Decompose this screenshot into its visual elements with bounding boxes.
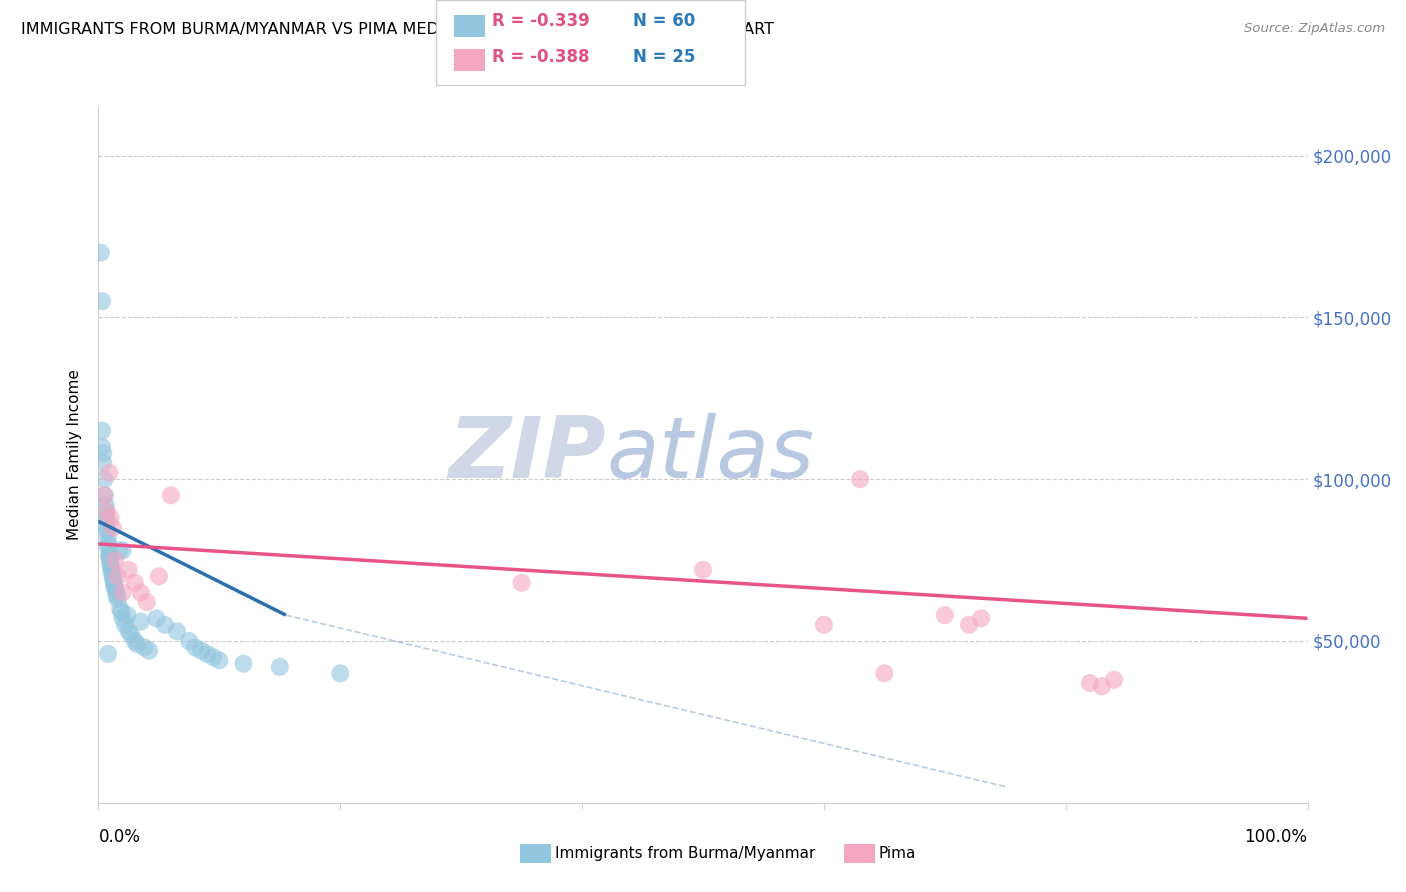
Point — [96, 514, 118, 528]
Point — [957, 617, 980, 632]
Point — [103, 575, 125, 590]
Point — [101, 569, 124, 583]
Point — [153, 617, 176, 632]
Point — [100, 557, 122, 571]
Text: ZIP: ZIP — [449, 413, 606, 497]
Point — [100, 559, 122, 574]
Point — [120, 627, 142, 641]
Point — [129, 615, 152, 629]
Point — [110, 605, 132, 619]
Text: N = 25: N = 25 — [633, 48, 695, 66]
Point — [91, 424, 114, 438]
Point — [108, 543, 131, 558]
Point — [134, 640, 156, 655]
Point — [105, 589, 128, 603]
Point — [124, 634, 146, 648]
Text: 100.0%: 100.0% — [1244, 828, 1308, 846]
Point — [124, 575, 146, 590]
Point — [1102, 673, 1125, 687]
Point — [184, 640, 207, 655]
Point — [91, 446, 114, 460]
Point — [813, 617, 835, 632]
Point — [138, 643, 160, 657]
Point — [179, 634, 201, 648]
Point — [114, 617, 136, 632]
Point — [1078, 676, 1101, 690]
Point — [100, 563, 122, 577]
Point — [91, 456, 114, 470]
Point — [94, 498, 117, 512]
Text: R = -0.388: R = -0.388 — [492, 48, 589, 66]
Point — [329, 666, 352, 681]
Point — [98, 466, 121, 480]
Text: IMMIGRANTS FROM BURMA/MYANMAR VS PIMA MEDIAN FAMILY INCOME CORRELATION CHART: IMMIGRANTS FROM BURMA/MYANMAR VS PIMA ME… — [21, 22, 775, 37]
Point — [190, 643, 212, 657]
Point — [269, 660, 291, 674]
Point — [849, 472, 872, 486]
Text: N = 60: N = 60 — [633, 12, 695, 30]
Point — [94, 504, 117, 518]
Text: Immigrants from Burma/Myanmar: Immigrants from Burma/Myanmar — [555, 847, 815, 861]
Y-axis label: Median Family Income: Median Family Income — [67, 369, 83, 541]
Point — [934, 608, 956, 623]
Point — [98, 549, 121, 564]
Point — [93, 488, 115, 502]
Point — [97, 647, 120, 661]
Point — [93, 472, 115, 486]
Point — [111, 585, 134, 599]
Point — [118, 624, 141, 639]
Point — [108, 601, 131, 615]
Point — [510, 575, 533, 590]
Point — [100, 553, 122, 567]
Point — [232, 657, 254, 671]
Text: R = -0.339: R = -0.339 — [492, 12, 591, 30]
Point — [135, 595, 157, 609]
Point — [94, 511, 117, 525]
Text: atlas: atlas — [606, 413, 814, 497]
Point — [90, 245, 112, 260]
Text: Source: ZipAtlas.com: Source: ZipAtlas.com — [1244, 22, 1385, 36]
Text: 0.0%: 0.0% — [98, 828, 141, 846]
Point — [96, 521, 118, 535]
Point — [103, 579, 125, 593]
Point — [148, 569, 170, 583]
Point — [91, 294, 114, 309]
Point — [101, 573, 124, 587]
Point — [127, 637, 149, 651]
Point — [98, 549, 121, 564]
Point — [111, 543, 134, 558]
Point — [104, 553, 127, 567]
Point — [1091, 679, 1114, 693]
Point — [107, 591, 129, 606]
Point — [96, 524, 118, 538]
Point — [208, 653, 231, 667]
Point — [97, 540, 120, 554]
Point — [91, 440, 114, 454]
Point — [145, 611, 167, 625]
Point — [105, 585, 128, 599]
Point — [195, 647, 218, 661]
Point — [98, 547, 121, 561]
Point — [93, 488, 115, 502]
Point — [873, 666, 896, 681]
Point — [97, 531, 120, 545]
Text: Pima: Pima — [879, 847, 917, 861]
Point — [96, 504, 118, 518]
Point — [160, 488, 183, 502]
Point — [111, 611, 134, 625]
Point — [100, 511, 122, 525]
Point — [202, 650, 225, 665]
Point — [104, 582, 127, 597]
Point — [97, 537, 120, 551]
Point — [129, 585, 152, 599]
Point — [101, 521, 124, 535]
Point — [692, 563, 714, 577]
Point — [166, 624, 188, 639]
Point — [107, 569, 129, 583]
Point — [118, 563, 141, 577]
Point — [117, 608, 139, 623]
Point — [970, 611, 993, 625]
Point — [100, 566, 122, 580]
